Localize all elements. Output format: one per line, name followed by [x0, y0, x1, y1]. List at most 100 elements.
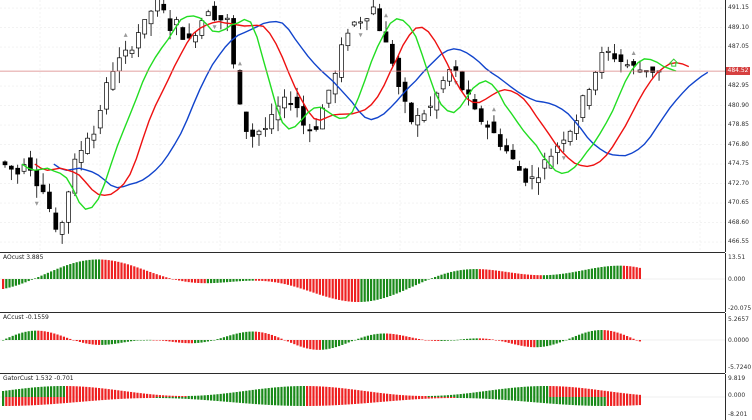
ac-bar [104, 340, 107, 345]
gator-lower-bar [200, 397, 203, 400]
ao-scale[interactable]: 13.51 0.000 -20.075 [725, 253, 752, 312]
ao-bar [88, 259, 91, 279]
candle-body [155, 0, 160, 12]
ac-bar [178, 340, 181, 343]
ao-bar [616, 265, 619, 279]
gator-upper-bar [123, 391, 126, 397]
gator-upper-bar [424, 395, 427, 397]
gator-upper-bar [40, 386, 43, 397]
ao-bar [107, 260, 110, 279]
ao-bar [405, 279, 408, 290]
ac-indicator-pane[interactable]: ACcust -0.1559 [0, 313, 725, 374]
gator-upper-bar [507, 388, 510, 397]
gator-upper-bar [152, 394, 155, 397]
gator-upper-bar [322, 386, 325, 397]
gator-upper-bar [267, 388, 270, 397]
gator-lower-bar [363, 397, 366, 404]
gator-lower-bar [229, 397, 232, 403]
gator-lower-bar [462, 397, 465, 399]
gator-upper-bar [34, 387, 37, 397]
gator-upper-bar [427, 395, 430, 397]
ac-bar [197, 340, 200, 343]
gator-lower-bar [181, 397, 184, 399]
candle-body [478, 108, 484, 122]
ac-bar [181, 340, 184, 343]
candle-body [263, 128, 268, 130]
price-tick: 489.10 [728, 23, 749, 31]
ac-bar [395, 334, 398, 340]
candle-body [66, 191, 71, 223]
candle-body [129, 49, 135, 54]
gator-scale[interactable]: 9.819 0.000 -8.201 [725, 374, 752, 420]
gator-upper-bar [398, 394, 401, 397]
ao-bar [434, 276, 437, 279]
ao-bar [190, 279, 193, 283]
gator-lower-bar [430, 397, 433, 399]
gator-lower-bar [274, 397, 277, 406]
gator-lower-bar [594, 397, 597, 406]
gator-upper-bar [210, 394, 213, 397]
ao-bar [430, 278, 433, 279]
ao-bar [133, 266, 136, 279]
ao-indicator-pane[interactable]: AOcust 3.885 [0, 253, 725, 313]
ac-bar [584, 332, 587, 340]
ac-bar [501, 340, 504, 342]
candle-body [180, 27, 186, 40]
candle-body [142, 19, 148, 35]
gator-lower-bar [552, 397, 555, 404]
price-chart-pane[interactable] [0, 0, 725, 253]
gator-lower-bar [536, 397, 539, 403]
ac-bar [610, 330, 613, 340]
ac-scale[interactable]: 5.2657 0.0000 -5.7240 [725, 313, 752, 373]
ao-bar [149, 271, 152, 279]
ac-bar [328, 340, 331, 349]
gator-lower-bar [498, 397, 501, 400]
ao-bar [597, 267, 600, 279]
ao-bar [440, 274, 443, 279]
fractal-marker [237, 61, 242, 66]
candle-body [390, 43, 395, 64]
gator-lower-bar [251, 397, 254, 404]
ac-bar [34, 330, 37, 340]
gator-tick-bottom: -8.201 [728, 411, 748, 418]
ao-bar [485, 269, 488, 279]
ac-bar [555, 340, 558, 344]
ao-bar [363, 279, 366, 302]
ac-bar [309, 340, 312, 350]
candle-body [599, 52, 605, 73]
gator-lower-bar [261, 397, 264, 405]
candle-body [110, 71, 116, 90]
price-scale[interactable]: 491.15 489.10 487.05 482.95 480.90 478.85 476.… [725, 0, 752, 252]
gator-indicator-pane[interactable]: GatorCust 1.532 -0.701 [0, 374, 725, 420]
ao-bar [344, 279, 347, 302]
gator-upper-bar [174, 395, 177, 397]
candle-body [567, 130, 573, 142]
gator-upper-bar [354, 389, 357, 397]
ac-bar [530, 340, 533, 348]
ac-bar [619, 333, 622, 340]
ac-bar [59, 335, 62, 340]
candle-body [612, 53, 617, 60]
gator-upper-bar [376, 392, 379, 397]
gator-lower-bar [501, 397, 504, 400]
gator-upper-bar [392, 394, 395, 397]
gator-lower-bar [270, 397, 273, 406]
gator-upper-bar [251, 389, 254, 397]
gator-lower-bar [302, 397, 305, 406]
ao-bar [574, 271, 577, 279]
fractal-marker [631, 50, 636, 55]
ao-bar [325, 279, 328, 297]
ac-bar [46, 331, 49, 340]
fractal-marker [358, 33, 363, 38]
gator-lower-bar [206, 397, 209, 401]
ac-bar [363, 336, 366, 340]
gator-lower-bar [338, 397, 341, 406]
gator-upper-bar [117, 390, 120, 397]
ac-bar [286, 340, 289, 342]
gator-lower-bar [133, 397, 136, 399]
ac-bar [222, 337, 225, 340]
gator-lower-bar [267, 397, 270, 405]
gator-lower-bar [72, 397, 75, 403]
ac-bar [283, 340, 286, 341]
candle-body [28, 157, 33, 171]
